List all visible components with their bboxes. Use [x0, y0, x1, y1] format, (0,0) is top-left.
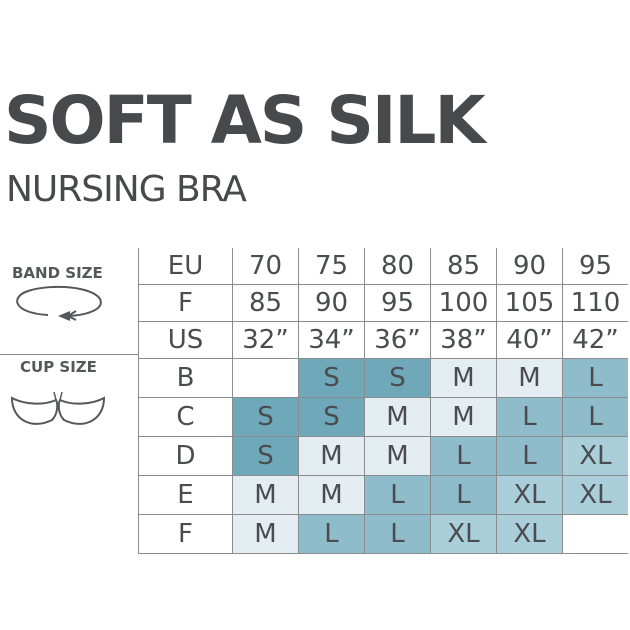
band-value-cell: 70 — [232, 248, 299, 285]
product-title: SOFT AS SILK — [4, 82, 486, 159]
size-cell: XL — [562, 475, 628, 515]
size-cell: S — [364, 358, 431, 398]
cup-size-label: CUP SIZE — [20, 358, 97, 376]
band-value-cell: 32” — [232, 321, 299, 359]
row-label: F — [138, 514, 233, 554]
size-cell: L — [364, 514, 431, 554]
size-cell: M — [496, 358, 563, 398]
band-value-cell: 90 — [298, 284, 365, 322]
size-cell: M — [298, 436, 365, 476]
band-value-cell: 75 — [298, 248, 365, 285]
size-chart-table: EU 70 75 80 85 90 95 F 85 90 95 100 105 110 US 32” 34” 36… — [138, 248, 628, 554]
size-cell: L — [562, 358, 628, 398]
size-cell: L — [496, 397, 563, 437]
band-value-cell: 85 — [232, 284, 299, 322]
band-value-cell: 42” — [562, 321, 628, 359]
cup-row: F M L L XL XL — [138, 514, 628, 554]
band-value-cell: 95 — [364, 284, 431, 322]
size-cell: XL — [496, 475, 563, 515]
size-cell — [562, 514, 628, 554]
band-value-cell: 100 — [430, 284, 497, 322]
product-subtitle: NURSING BRA — [6, 169, 247, 210]
band-value-cell: 34” — [298, 321, 365, 359]
size-cell: M — [430, 397, 497, 437]
row-label: EU — [138, 248, 233, 285]
band-value-cell: 80 — [364, 248, 431, 285]
cup-row: E M M L L XL XL — [138, 475, 628, 515]
size-cell: L — [364, 475, 431, 515]
bra-cups-icon — [10, 391, 106, 425]
band-circle-arrow-icon — [16, 285, 102, 321]
size-cell: XL — [430, 514, 497, 554]
band-value-cell: 95 — [562, 248, 628, 285]
size-cell: S — [298, 358, 365, 398]
band-value-cell: 85 — [430, 248, 497, 285]
size-cell: M — [298, 475, 365, 515]
row-label: B — [138, 358, 233, 398]
band-row: F 85 90 95 100 105 110 — [138, 284, 628, 322]
size-cell: XL — [496, 514, 563, 554]
size-cell: M — [364, 397, 431, 437]
section-divider — [0, 354, 138, 355]
row-label: US — [138, 321, 233, 359]
band-value-cell: 90 — [496, 248, 563, 285]
row-label: F — [138, 284, 233, 322]
row-label: D — [138, 436, 233, 476]
size-cell: L — [430, 436, 497, 476]
size-cell: L — [298, 514, 365, 554]
band-row: US 32” 34” 36” 38” 40” 42” — [138, 321, 628, 359]
size-cell: XL — [562, 436, 628, 476]
size-cell — [232, 358, 299, 398]
band-row: EU 70 75 80 85 90 95 — [138, 248, 628, 285]
band-value-cell: 110 — [562, 284, 628, 322]
band-value-cell: 105 — [496, 284, 563, 322]
size-cell: L — [430, 475, 497, 515]
size-cell: S — [232, 436, 299, 476]
size-cell: L — [496, 436, 563, 476]
size-cell: S — [232, 397, 299, 437]
size-cell: M — [232, 514, 299, 554]
cup-row: D S M M L L XL — [138, 436, 628, 476]
size-cell: M — [232, 475, 299, 515]
size-cell: M — [364, 436, 431, 476]
band-value-cell: 40” — [496, 321, 563, 359]
band-value-cell: 36” — [364, 321, 431, 359]
row-label: C — [138, 397, 233, 437]
size-cell: S — [298, 397, 365, 437]
size-cell: L — [562, 397, 628, 437]
band-value-cell: 38” — [430, 321, 497, 359]
row-label: E — [138, 475, 233, 515]
band-size-label: BAND SIZE — [12, 264, 103, 282]
size-cell: M — [430, 358, 497, 398]
